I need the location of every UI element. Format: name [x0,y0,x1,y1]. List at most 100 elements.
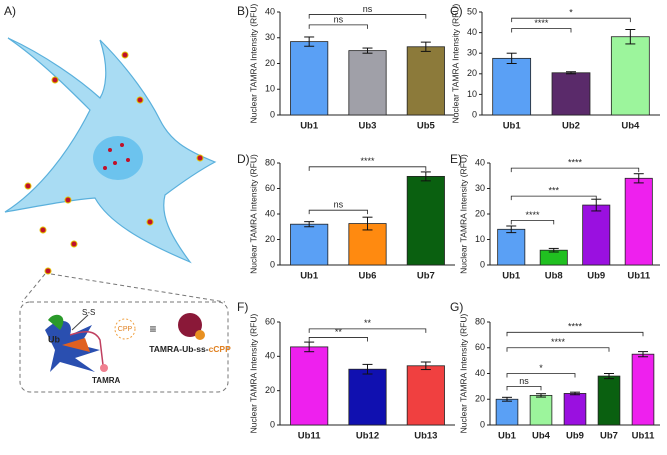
y-axis-label: Nuclear TAMRA Intensity (RFU) [248,4,258,124]
y-tick-label: 30 [475,183,485,193]
y-axis-label: Nuclear TAMRA Intensity (RFU) [248,314,258,434]
error-bar [420,41,431,52]
significance-bracket [308,328,427,333]
x-tick-label: Ub7 [600,431,618,442]
x-tick-label: Ub3 [359,121,377,132]
y-tick-label: 0 [472,109,477,119]
cpp-label: CPP [118,326,133,333]
y-axis-label: Nuclear TAMRA Intensity (RFU) [458,314,468,434]
significance-label: **** [568,157,583,167]
significance-bracket [506,385,542,391]
bar [406,46,445,116]
y-tick-label: 40 [265,351,275,361]
panel-label: E) [450,152,462,166]
y-tick-label: 40 [467,27,477,37]
x-tick-label: Ub12 [356,431,379,442]
significance-bracket [511,28,572,33]
x-tick-label: Ub1 [300,121,319,132]
y-tick-label: 40 [475,157,485,167]
y-tick-label: 20 [475,208,485,218]
y-tick-label: 40 [265,6,275,16]
error-bar [604,373,614,380]
cytoplasm-dots [24,51,204,275]
panel-label: G) [450,300,463,314]
x-tick-label: Ub6 [359,271,377,282]
significance-bracket [506,331,644,337]
bar-chart: C)Nuclear TAMRA Intensity (RFU) 0 10 20 30 40… [450,4,660,132]
x-tick-label: Ub1 [503,121,522,132]
conjugate-cpp [195,330,205,340]
significance-bracket [308,24,368,29]
y-tick-label: 60 [475,342,485,352]
bar [597,375,621,426]
x-tick-label: Ub8 [545,271,563,282]
significance-label: ns [519,376,529,386]
conjugate-sphere [178,313,202,337]
panel-label: C) [450,4,463,18]
bar [497,228,526,266]
tamra-label: TAMRA [92,376,121,385]
y-axis-label: Nuclear TAMRA Intensity (RFU) [458,154,468,274]
bar [406,175,445,266]
y-tick-label: 20 [475,394,485,404]
panel-label: A) [4,4,16,18]
conjugate-label: TAMRA-Ub-ss-cCPP [149,344,231,354]
x-tick-label: Ub11 [627,271,650,282]
significance-label: **** [568,322,583,332]
y-tick-label: 60 [265,183,275,193]
y-tick-label: 0 [270,109,275,119]
bar-chart: F)Nuclear TAMRA Intensity (RFU) 0 20 40 60 Ub… [237,300,455,442]
significance-bracket [308,209,368,215]
bar [610,36,650,116]
nuclear-dots [103,143,130,170]
error-bar [304,36,315,47]
significance-label: **** [534,18,549,28]
y-tick-label: 10 [475,234,485,244]
x-tick-label: Ub11 [298,431,321,442]
error-bar [420,171,431,182]
significance-bracket [510,167,640,173]
x-tick-label: Ub9 [566,431,584,442]
error-bar [570,391,580,396]
significance-bracket [506,347,610,352]
significance-label: ns [334,200,344,210]
error-bar [633,173,644,184]
y-axis-label: Nuclear TAMRA Intensity (RFU) [450,4,460,124]
y-tick-label: 30 [467,48,477,58]
significance-bracket [511,17,631,23]
error-bar [536,393,546,398]
x-tick-label: Ub1 [300,271,319,282]
x-tick-label: Ub9 [587,271,605,282]
bar [348,50,387,116]
error-bar [548,247,559,253]
x-tick-label: Ub4 [621,121,640,132]
bar [582,204,611,266]
significance-label: ns [334,14,344,24]
significance-label: *** [548,186,559,196]
bar [624,177,653,266]
bar-chart: E)Nuclear TAMRA Intensity (RFU) 0 10 20 30 40… [450,152,660,282]
error-bar [304,221,315,228]
bar [529,394,553,426]
significance-label: **** [551,337,566,347]
bar [290,346,329,426]
significance-bracket [510,219,555,225]
significance-label: ** [335,327,343,337]
bar [348,368,387,426]
bar [551,72,591,116]
x-tick-label: Ub1 [502,271,521,282]
y-tick-label: 0 [270,259,275,269]
y-tick-label: 30 [265,32,275,42]
bar [406,365,445,426]
significance-label: **** [360,156,375,166]
bar [290,223,329,266]
significance-label: * [569,8,573,18]
conjugate-main: TAMRA-Ub-ss- [149,344,209,354]
y-tick-label: 80 [475,316,485,326]
y-tick-label: 80 [265,157,275,167]
significance-bracket [506,373,576,378]
panel-label: D) [237,152,250,166]
bar [492,57,532,116]
y-tick-label: 60 [265,316,275,326]
